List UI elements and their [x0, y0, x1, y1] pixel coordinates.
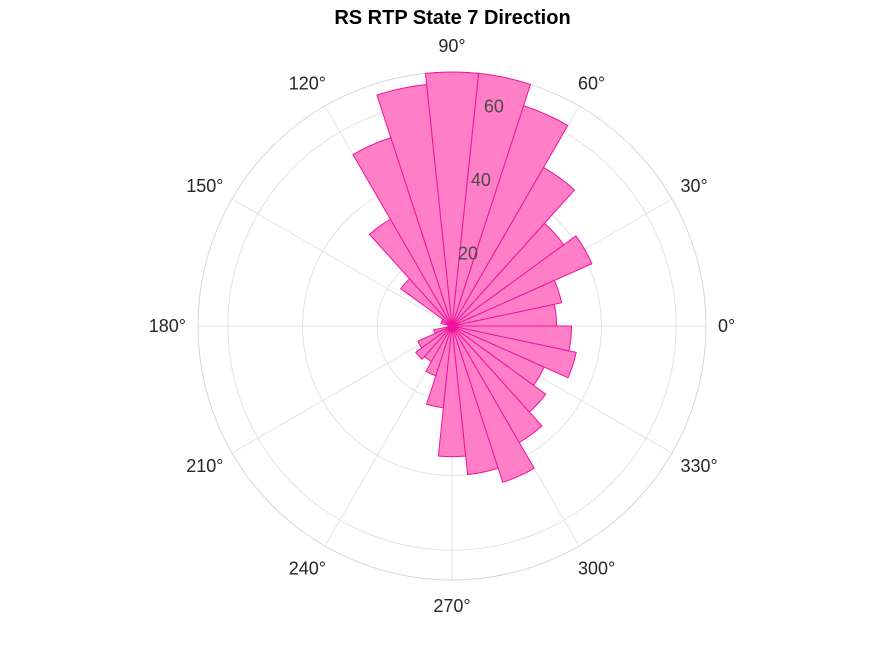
bar-312: [451, 325, 547, 413]
bar-120: [368, 218, 453, 327]
bar-108: [352, 137, 453, 327]
angle-label-240: 240°: [289, 558, 326, 578]
histogram-bars: [352, 71, 593, 483]
angle-tick-labels: 0° 30° 60° 90° 120° 150° 180° 210° 240° 270° 300° 3…: [149, 36, 735, 616]
angle-label-150: 150°: [186, 176, 223, 196]
r-tick-label-20: 20: [458, 243, 478, 263]
grid-spoke-150: [231, 198, 453, 327]
bar-288: [451, 325, 535, 483]
grid-spoke-210: [231, 325, 453, 454]
angle-label-330: 330°: [680, 456, 717, 476]
r-tick-label-40: 40: [471, 170, 491, 190]
bar-336: [451, 325, 577, 379]
angle-label-60: 60°: [578, 74, 605, 94]
angle-label-120: 120°: [289, 74, 326, 94]
r-tick-label-60: 60: [484, 96, 504, 116]
bar-132: [399, 278, 453, 327]
angle-label-210: 210°: [186, 456, 223, 476]
bar-96: [376, 83, 453, 327]
angle-label-30: 30°: [680, 176, 707, 196]
bar-216: [415, 325, 453, 361]
angle-label-270: 270°: [433, 596, 470, 616]
angle-label-0: 0°: [718, 316, 735, 336]
bar-300: [451, 325, 543, 444]
angle-label-90: 90°: [438, 36, 465, 56]
angle-label-180: 180°: [149, 316, 186, 336]
bar-84: [424, 71, 480, 327]
bar-348: [451, 325, 573, 352]
chart-title: RS RTP State 7 Direction: [334, 7, 571, 29]
bar-156: [440, 320, 453, 327]
angle-label-300: 300°: [578, 558, 615, 578]
radial-tick-labels: 20 40 60: [458, 96, 504, 263]
bar-24: [451, 235, 593, 327]
